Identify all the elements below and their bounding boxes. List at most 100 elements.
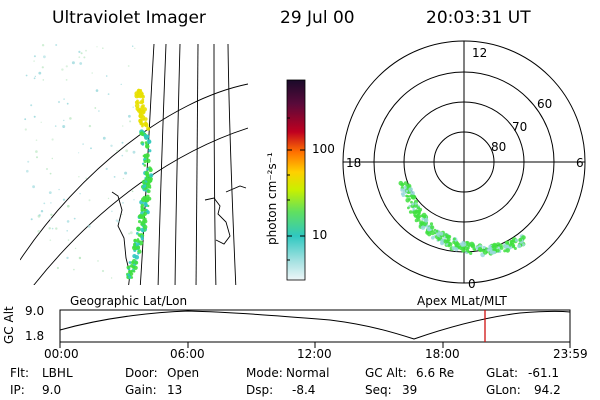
emission-pixel <box>145 173 150 177</box>
emission-pixel <box>132 150 136 154</box>
emission-pixel <box>55 44 58 46</box>
emission-pixel <box>148 149 152 153</box>
emission-pixel <box>431 236 435 240</box>
emission-pixel <box>447 235 452 239</box>
emission-pixel <box>505 248 511 253</box>
mlt-label-6: 6 <box>576 156 584 170</box>
emission-pixel <box>41 44 45 47</box>
emission-pixel <box>126 265 130 270</box>
emission-pixel <box>101 269 105 273</box>
emission-pixel <box>522 243 525 247</box>
emission-pixel <box>139 100 144 105</box>
emission-pixel <box>145 204 148 208</box>
emission-pixel <box>121 125 124 127</box>
emission-pixel <box>88 199 91 202</box>
emission-pixel <box>130 264 134 268</box>
emission-pixel <box>145 182 150 187</box>
emission-pixel <box>41 66 44 69</box>
emission-pixel <box>62 125 66 128</box>
emission-pixel <box>134 260 139 265</box>
emission-pixel <box>127 114 131 118</box>
mode-value: Normal <box>286 366 330 380</box>
altitude-curve <box>59 310 571 340</box>
emission-pixel <box>129 270 133 274</box>
emission-pixel <box>34 75 36 77</box>
gain-value: 13 <box>167 383 183 397</box>
emission-pixel <box>107 197 110 200</box>
emission-pixel <box>78 56 81 59</box>
emission-pixel <box>82 143 84 145</box>
emission-pixel <box>78 152 80 154</box>
colorbar-unit-label: photon cm⁻²s⁻¹ <box>265 152 279 245</box>
lat-label-70: 70 <box>512 120 528 134</box>
gcalt-label: GC Alt: <box>365 366 407 380</box>
emission-pixel <box>80 52 83 55</box>
emission-pixel <box>139 132 143 136</box>
emission-pixel <box>85 49 87 52</box>
emission-pixel <box>418 207 423 212</box>
emission-pixel <box>79 62 83 65</box>
emission-pixel <box>144 117 148 121</box>
emission-pixel <box>416 213 422 219</box>
x-tick-0600: 06:00 <box>170 347 205 361</box>
emission-pixel <box>27 160 30 163</box>
emission-pixel <box>62 198 66 201</box>
gcalt-value: 6.6 Re <box>416 366 455 380</box>
emission-pixel <box>57 100 61 104</box>
emission-pixel <box>410 191 415 196</box>
emission-pixel <box>469 251 473 255</box>
emission-pixel <box>35 139 38 141</box>
emission-pixel <box>90 147 92 150</box>
emission-pixel <box>140 205 144 209</box>
emission-pixel <box>48 191 52 195</box>
emission-pixel <box>127 273 130 277</box>
emission-pixel <box>140 220 146 226</box>
emission-pixel <box>66 256 69 260</box>
emission-pixel <box>94 107 97 109</box>
emission-pixel <box>145 144 150 149</box>
emission-pixel <box>139 94 143 97</box>
emission-pixel <box>43 55 46 59</box>
emission-pixel <box>67 204 70 208</box>
emission-pixel <box>33 115 36 118</box>
emission-pixel <box>73 217 76 220</box>
emission-pixel <box>54 125 57 127</box>
emission-pixel <box>140 109 145 115</box>
emission-pixel <box>452 237 456 241</box>
emission-pixel <box>111 210 113 213</box>
emission-pixel <box>452 240 456 244</box>
emission-pixel <box>55 227 58 230</box>
seq-value: 39 <box>402 383 418 397</box>
emission-pixel <box>40 210 44 213</box>
emission-pixel <box>146 139 152 145</box>
emission-pixel <box>138 220 142 224</box>
emission-pixel <box>110 277 113 279</box>
emission-pixel <box>51 138 54 141</box>
emission-pixel <box>33 77 36 80</box>
emission-pixel <box>131 190 134 193</box>
emission-pixel <box>509 240 513 243</box>
emission-pixel <box>138 113 143 118</box>
glat-label: GLat: <box>486 366 519 380</box>
emission-pixel <box>61 68 64 71</box>
emission-pixel <box>408 210 413 214</box>
emission-pixel <box>408 187 414 192</box>
emission-pixel <box>73 268 75 271</box>
emission-pixel <box>129 120 132 123</box>
y-tick-9: 9.0 <box>25 304 45 318</box>
emission-pixel <box>141 229 145 233</box>
emission-pixel <box>146 126 151 131</box>
emission-pixel <box>96 46 98 48</box>
emission-pixel <box>65 79 68 81</box>
emission-pixel <box>97 260 99 262</box>
apex-caption: Apex MLat/MLT <box>417 294 507 308</box>
emission-pixel <box>506 241 510 245</box>
emission-pixel <box>107 93 110 95</box>
emission-pixel <box>144 178 148 181</box>
emission-pixel <box>430 225 435 230</box>
emission-pixel <box>30 104 33 107</box>
emission-pixel <box>137 252 140 255</box>
emission-pixel <box>49 239 52 241</box>
emission-pixel <box>454 247 459 252</box>
emission-pixel <box>128 261 132 264</box>
